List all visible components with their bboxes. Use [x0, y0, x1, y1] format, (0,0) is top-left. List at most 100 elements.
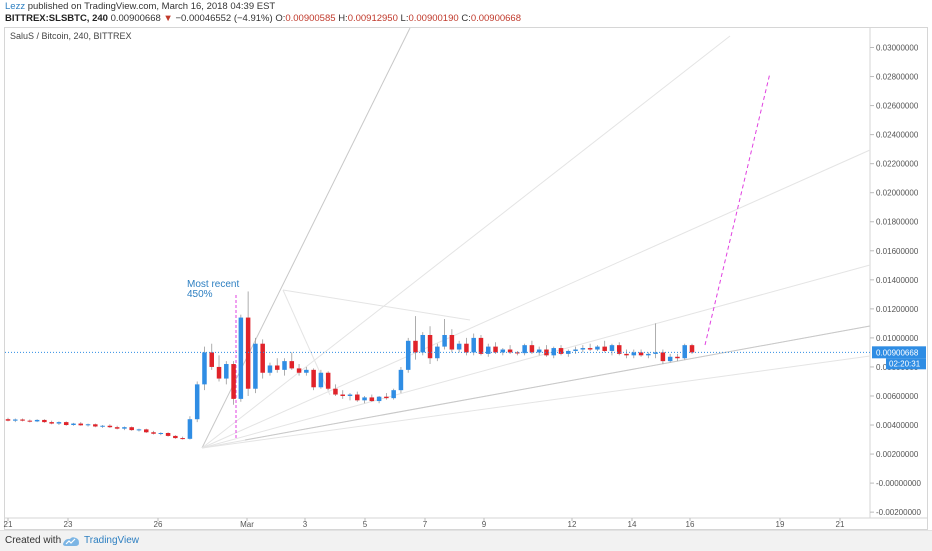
last-price-label: 0.00900668 — [876, 348, 919, 357]
price-overlay: 0.00900668 02:20:31 — [5, 346, 926, 370]
candle-body — [595, 346, 600, 350]
candle-body — [667, 356, 673, 362]
y-tick-label: 0.02400000 — [876, 131, 919, 140]
chart-frame — [4, 27, 928, 530]
last-price-badge — [872, 346, 926, 359]
candle-body — [391, 390, 396, 399]
y-tick-label: -0.00200000 — [876, 508, 921, 517]
candle-body — [376, 396, 382, 402]
created-with-label: Created with — [5, 535, 62, 546]
candle-body — [478, 337, 484, 354]
x-tick-label: 26 — [154, 520, 163, 529]
candle-body — [296, 368, 302, 373]
candle-body — [85, 424, 91, 426]
high-label: H: — [338, 13, 348, 24]
y-tick-label: 0.00600000 — [876, 392, 919, 401]
publish-header: Lezz published on TradingView.com, March… — [0, 0, 932, 26]
annotation-text: Most recent — [187, 279, 239, 290]
candle-body — [122, 427, 127, 429]
annotation-value: 450% — [187, 289, 213, 300]
x-tick-label: 23 — [64, 520, 73, 529]
candle-body — [536, 349, 542, 353]
tradingview-brand[interactable]: TradingView — [84, 535, 140, 546]
candle-body — [427, 334, 433, 359]
x-tick-label: 14 — [628, 520, 637, 529]
candle-body — [355, 394, 360, 401]
candle-body — [609, 345, 615, 351]
candle-body — [27, 420, 33, 422]
y-tick-label: 0.01800000 — [876, 218, 919, 227]
published-text: published on TradingView.com, March 16, … — [27, 1, 276, 12]
x-axis: 21 23 26 Mar 3 5 7 9 12 14 16 19 21 — [4, 517, 927, 529]
candle-body — [34, 419, 40, 422]
candle-body — [267, 365, 273, 373]
footer: Created with TradingView — [0, 530, 932, 551]
fan-line — [201, 27, 411, 449]
candle-body — [238, 317, 244, 399]
chart-title: SaluS / Bitcoin, 240, BITTREX — [10, 31, 132, 41]
candle-body — [653, 352, 658, 354]
x-tick-label: Mar — [240, 520, 254, 529]
candle-body — [566, 350, 571, 354]
candle-body — [362, 397, 367, 401]
y-axis: 0.03000000 0.02800000 0.02600000 0.02400000… — [869, 28, 921, 518]
y-tick-label: 0.00400000 — [876, 421, 919, 430]
candle-body — [93, 424, 98, 427]
candle-body — [165, 433, 171, 436]
countdown-badge — [886, 358, 926, 370]
y-tick-label: 0.02800000 — [876, 73, 919, 82]
y-tick-label: -0.00000000 — [876, 479, 921, 488]
author-link[interactable]: Lezz — [5, 1, 26, 12]
close-value: 0.00900668 — [470, 13, 522, 24]
candle-body — [114, 427, 120, 429]
candle-body — [289, 361, 295, 369]
candle-body — [631, 352, 637, 356]
candle-body — [580, 348, 586, 350]
candle-body — [63, 422, 69, 426]
candle-body — [682, 345, 687, 359]
x-tick-label: 9 — [482, 520, 487, 529]
candle-body — [260, 343, 265, 373]
candle-body — [224, 364, 229, 379]
candle-body — [107, 425, 113, 428]
candle-body — [5, 419, 11, 421]
candle-body — [573, 349, 578, 351]
candle-body — [485, 346, 491, 354]
countdown-label: 02:20:31 — [889, 359, 921, 368]
candle-body — [253, 343, 258, 389]
candle-body — [158, 433, 164, 435]
candle-body — [325, 372, 331, 389]
x-tick-label: 5 — [363, 520, 368, 529]
y-tick-label: 0.01000000 — [876, 334, 919, 343]
candle-body — [471, 337, 476, 353]
candle-body — [369, 397, 375, 402]
last-price: 0.00900668 — [110, 13, 161, 24]
candle-body — [500, 349, 506, 353]
symbol-label: BITTREX:SLSBTC, 240 — [5, 13, 108, 24]
y-tick-label: 0.02200000 — [876, 160, 919, 169]
candle-body — [442, 334, 447, 347]
channel-line — [282, 289, 471, 321]
fan-line — [201, 264, 871, 449]
candle-body — [187, 419, 193, 439]
y-tick-label: 0.03000000 — [876, 44, 919, 53]
candle-body — [231, 364, 236, 399]
x-tick-label: 3 — [303, 520, 308, 529]
projection-line — [704, 72, 771, 346]
candle-body — [173, 435, 178, 439]
price-change: −0.00046552 (−4.91%) — [175, 13, 273, 24]
candle-body — [456, 343, 462, 350]
fan-line — [201, 355, 871, 449]
candle-body — [544, 349, 549, 356]
x-tick-label: 12 — [568, 520, 577, 529]
candle-body — [602, 346, 607, 351]
candle-body — [587, 348, 593, 350]
candle-body — [71, 423, 76, 426]
x-tick-label: 21 — [4, 520, 13, 529]
candle-body — [311, 369, 316, 388]
candle-body — [420, 334, 426, 353]
low-label: L: — [400, 13, 409, 24]
down-arrow-icon: ▼ — [163, 13, 173, 24]
tradingview-logo-icon — [62, 535, 80, 550]
